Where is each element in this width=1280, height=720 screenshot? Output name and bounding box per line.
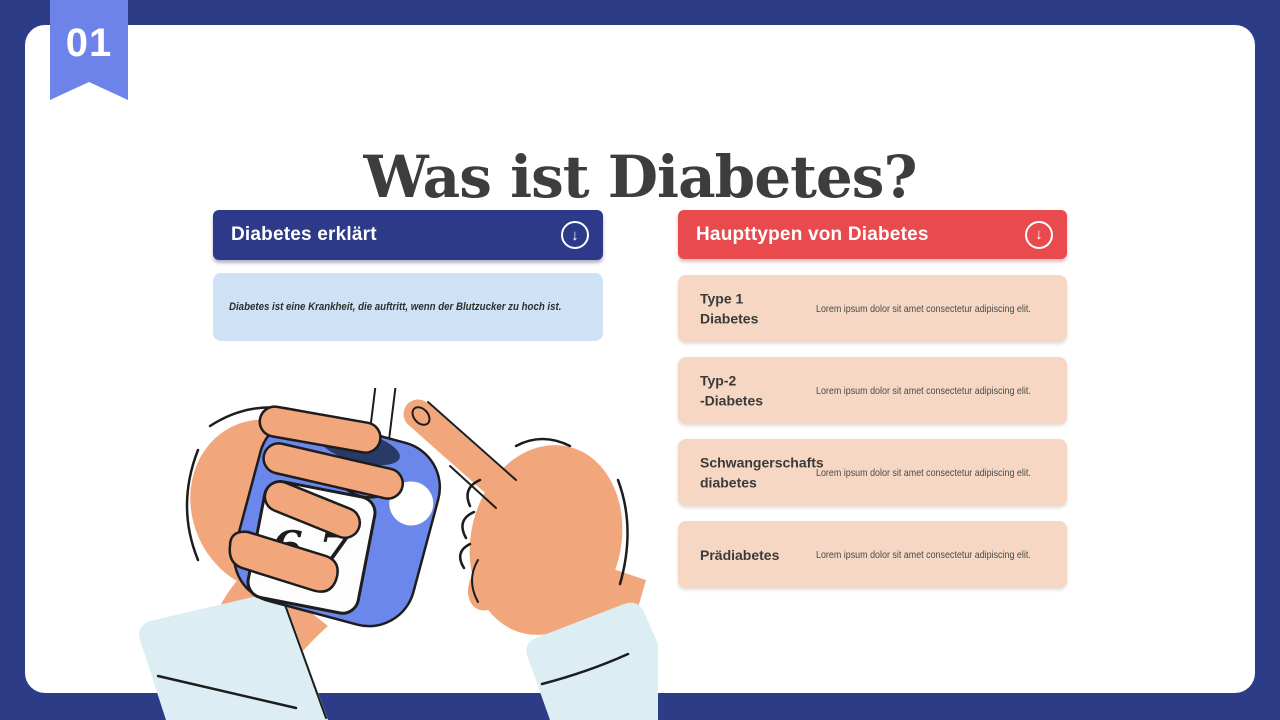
chapter-number: 01	[65, 21, 113, 65]
type-card-title: Type 1 Diabetes	[700, 290, 759, 327]
arrow-down-circle-icon[interactable]: ↓	[1025, 220, 1053, 249]
type-card-type1: Type 1 Diabetes Lorem ipsum dolor sit am…	[678, 275, 1067, 342]
type-card-title: Typ-2 -Diabetes	[700, 372, 764, 409]
right-hand-group	[403, 399, 658, 720]
type-card-description: Lorem ipsum dolor sit amet consectetur a…	[816, 302, 1031, 315]
type-card-description: Lorem ipsum dolor sit amet consectetur a…	[816, 548, 1031, 561]
type-card-title: Prädiabetes	[700, 546, 780, 563]
chapter-badge: 01	[50, 0, 128, 100]
type-card-type2: Typ-2 -Diabetes Lorem ipsum dolor sit am…	[678, 357, 1067, 424]
diabetes-description-box: Diabetes ist eine Krankheit, die auftrit…	[213, 273, 603, 341]
type-card-prediabetes: Prädiabetes Lorem ipsum dolor sit amet c…	[678, 521, 1067, 588]
type-card-description: Lorem ipsum dolor sit amet consectetur a…	[816, 384, 1031, 397]
diabetes-explained-header[interactable]: Diabetes erklärt ↓	[213, 210, 603, 260]
diabetes-types-header[interactable]: Haupttypen von Diabetes ↓	[678, 210, 1067, 259]
diabetes-description-text: Diabetes ist eine Krankheit, die auftrit…	[229, 301, 562, 313]
header-label: Diabetes erklärt	[231, 224, 377, 245]
pointing-finger	[403, 399, 521, 507]
glucose-meter-illustration: 6.7	[139, 388, 658, 720]
type-card-gestational: Schwangerschafts diabetes Lorem ipsum do…	[678, 439, 1067, 506]
type-card-description: Lorem ipsum dolor sit amet consectetur a…	[816, 466, 1031, 479]
arrow-down-glyph: ↓	[1035, 226, 1043, 243]
arrow-down-circle-icon[interactable]: ↓	[561, 221, 589, 249]
arrow-down-glyph: ↓	[571, 226, 579, 244]
type-card-title: Schwangerschafts diabetes	[700, 454, 824, 491]
header-label: Haupttypen von Diabetes	[696, 223, 929, 245]
thumb	[228, 530, 339, 593]
page-title: Was ist Diabetes?	[363, 142, 918, 211]
